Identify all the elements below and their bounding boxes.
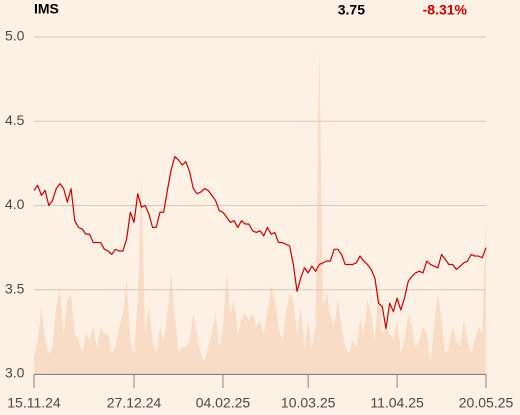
x-tick-label: 11.04.25 [370, 395, 424, 411]
x-tick-label: 20.05.25 [459, 395, 514, 411]
price-line [33, 156, 487, 330]
y-tick-label: 4.5 [5, 112, 25, 128]
x-tick-label: 04.02.25 [196, 395, 251, 411]
plot-layer: 3.0 3.5 4.0 4.5 5.0 15.11.24 27.12.24 04.02.25 1… [5, 28, 513, 411]
chart-title: IMS [34, 1, 59, 17]
x-tick-label: 27.12.24 [107, 395, 162, 411]
y-tick-label: 3.5 [5, 280, 25, 296]
change: -8.31% [423, 2, 468, 18]
y-tick-label: 5.0 [5, 28, 25, 44]
x-tick-label: 15.11.24 [7, 395, 61, 411]
volume-area [34, 47, 486, 375]
y-tick-label: 4.0 [5, 196, 25, 212]
price: 3.75 [338, 2, 365, 18]
y-tick-label: 3.0 [5, 365, 25, 381]
x-tick-label: 10.03.25 [281, 395, 336, 411]
volume-layer [34, 47, 486, 375]
